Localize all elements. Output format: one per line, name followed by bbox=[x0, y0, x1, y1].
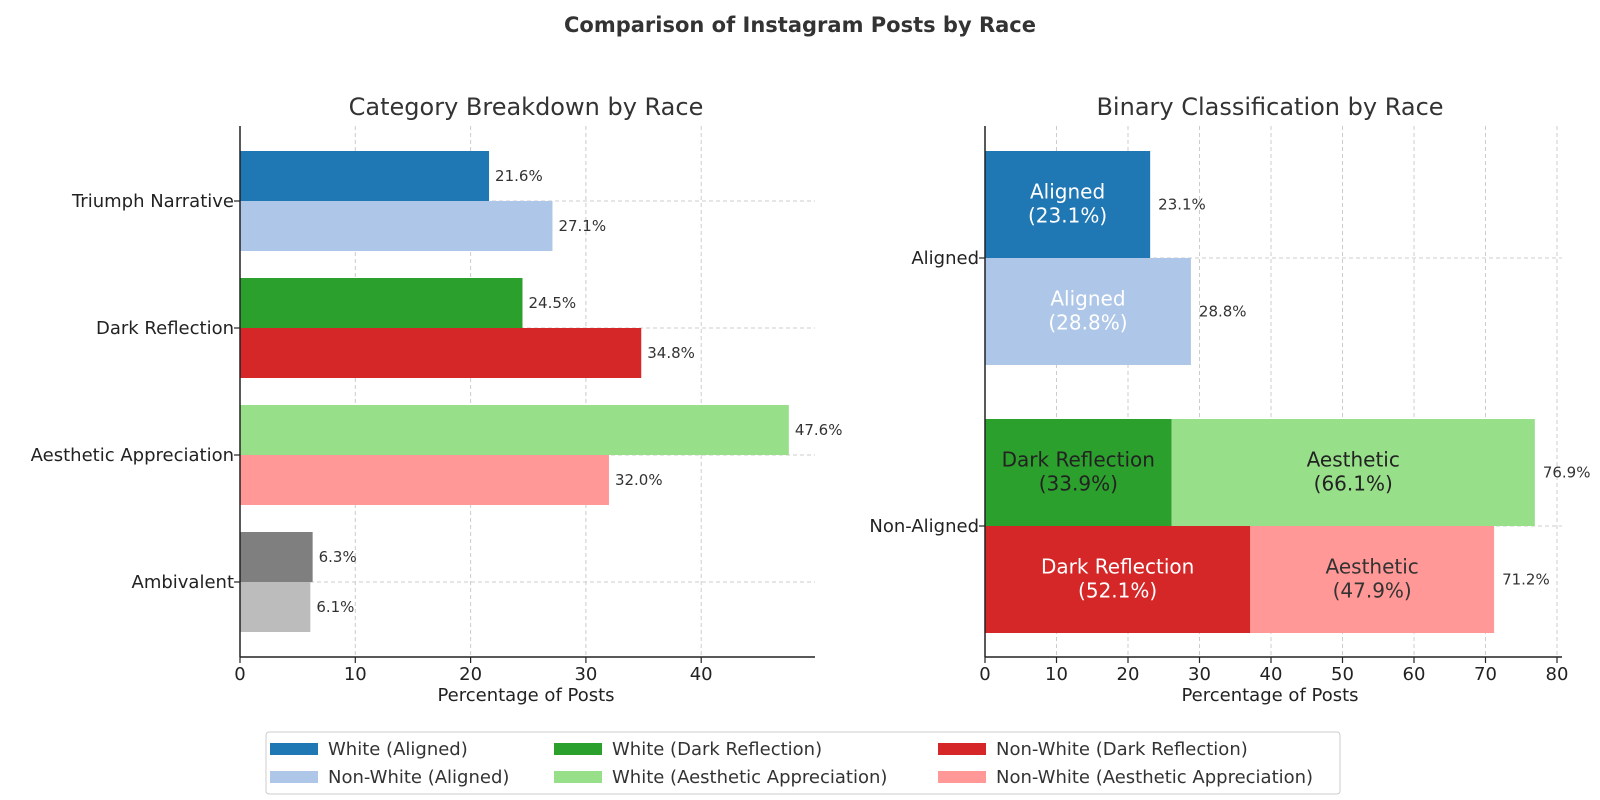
chart2-total-label: 23.1% bbox=[1158, 196, 1206, 214]
category-breakdown-chart: Category Breakdown by Race Percentage of… bbox=[31, 93, 843, 706]
chart1-bar-triumph-narrative-non-white bbox=[240, 201, 553, 251]
chart2-x-tick-label: 0 bbox=[979, 664, 990, 685]
chart1-y-tick-label-aesthetic-appreciation: Aesthetic Appreciation bbox=[31, 445, 234, 466]
chart1-data-label: 47.6% bbox=[795, 421, 843, 439]
chart2-x-tick-label: 70 bbox=[1474, 664, 1497, 685]
chart1-x-tick-label: 40 bbox=[690, 664, 713, 685]
chart2-segment-label: Aesthetic (66.1%) bbox=[1307, 448, 1400, 496]
legend: White (Aligned) Non-White (Aligned) White … bbox=[265, 731, 1341, 795]
legend-frame bbox=[265, 731, 1341, 795]
chart2-total-label: 71.2% bbox=[1502, 571, 1550, 589]
chart1-data-label: 21.6% bbox=[495, 167, 543, 185]
chart2-bar-non-aligned-white-segment-1 bbox=[1171, 419, 1535, 526]
chart1-x-tick-label: 0 bbox=[234, 664, 245, 685]
chart1-data-label: 32.0% bbox=[615, 471, 663, 489]
chart1-x-tick-label: 30 bbox=[574, 664, 597, 685]
chart1-y-tick-label-ambivalent: Ambivalent bbox=[132, 572, 235, 593]
legend-swatch-white-dark-reflection bbox=[554, 743, 602, 755]
chart2-x-tick-label: 20 bbox=[1117, 664, 1140, 685]
chart1-x-tick-label: 10 bbox=[344, 664, 367, 685]
chart2-segment-label: Aligned (23.1%) bbox=[1028, 180, 1107, 228]
chart2-y-tick-label-non-aligned: Non-Aligned bbox=[869, 516, 979, 537]
legend-label-white-aligned: White (Aligned) bbox=[328, 739, 468, 760]
chart1-bar-ambivalent-non-white bbox=[240, 582, 311, 632]
legend-swatch-non-white-aesthetic-appreciation bbox=[938, 771, 986, 783]
chart1-data-label: 27.1% bbox=[558, 217, 606, 235]
chart2-segment-label: Aesthetic (47.9%) bbox=[1326, 555, 1419, 603]
chart2-bar-non-aligned-white-segment-0 bbox=[985, 419, 1172, 526]
chart2-total-label: 76.9% bbox=[1543, 464, 1591, 482]
chart1-bar-dark-reflection-white bbox=[240, 278, 523, 328]
binary-classification-chart: Binary Classification by Race Percentage… bbox=[869, 93, 1590, 706]
legend-swatch-non-white-aligned bbox=[270, 771, 318, 783]
chart2-x-tick-label: 50 bbox=[1331, 664, 1354, 685]
legend-label-white-dark-reflection: White (Dark Reflection) bbox=[612, 739, 822, 760]
chart2-x-tick-label: 10 bbox=[1045, 664, 1068, 685]
chart1-x-axis-label: Percentage of Posts bbox=[437, 685, 614, 706]
chart2-bar-non-aligned-non-white-segment-1 bbox=[1250, 526, 1495, 633]
chart1-x-tick-label: 20 bbox=[459, 664, 482, 685]
chart2-total-label: 28.8% bbox=[1199, 303, 1247, 321]
chart2-x-tick-label: 80 bbox=[1546, 664, 1569, 685]
chart1-bar-aesthetic-appreciation-white bbox=[240, 405, 789, 455]
legend-swatch-non-white-dark-reflection bbox=[938, 743, 986, 755]
chart2-x-tick-label: 60 bbox=[1403, 664, 1426, 685]
chart2-y-tick-label-aligned: Aligned bbox=[911, 248, 979, 269]
chart1-bar-ambivalent-white bbox=[240, 532, 313, 582]
chart1-bar-triumph-narrative-white bbox=[240, 151, 490, 201]
figure-title: Comparison of Instagram Posts by Race bbox=[564, 13, 1036, 37]
chart1-y-tick-label-triumph-narrative: Triumph Narrative bbox=[71, 191, 234, 212]
chart1-bar-dark-reflection-non-white bbox=[240, 328, 642, 378]
chart2-x-tick-label: 40 bbox=[1260, 664, 1283, 685]
chart1-data-label: 24.5% bbox=[528, 294, 576, 312]
chart1-data-label: 6.1% bbox=[316, 598, 354, 616]
legend-swatch-white-aesthetic-appreciation bbox=[554, 771, 602, 783]
chart2-segment-label: Dark Reflection (52.1%) bbox=[1041, 555, 1194, 603]
chart1-y-tick-label-dark-reflection: Dark Reflection bbox=[96, 318, 234, 339]
legend-label-non-white-aligned: Non-White (Aligned) bbox=[328, 767, 509, 788]
chart1-bar-aesthetic-appreciation-non-white bbox=[240, 455, 609, 505]
chart2-bar-aligned-non-white-segment-0 bbox=[985, 258, 1191, 365]
legend-label-non-white-dark-reflection: Non-White (Dark Reflection) bbox=[996, 739, 1248, 760]
legend-label-white-aesthetic-appreciation: White (Aesthetic Appreciation) bbox=[612, 767, 887, 788]
chart1-title: Category Breakdown by Race bbox=[349, 93, 704, 121]
chart1-data-label: 6.3% bbox=[319, 548, 357, 566]
chart2-segment-label: Dark Reflection (33.9%) bbox=[1002, 448, 1155, 496]
chart2-title: Binary Classification by Race bbox=[1096, 93, 1443, 121]
legend-swatch-white-aligned bbox=[270, 743, 318, 755]
chart2-segment-label: Aligned (28.8%) bbox=[1048, 287, 1127, 335]
chart2-x-axis-label: Percentage of Posts bbox=[1181, 685, 1358, 706]
chart2-bar-non-aligned-non-white-segment-0 bbox=[985, 526, 1251, 633]
chart2-x-tick-label: 30 bbox=[1188, 664, 1211, 685]
chart2-bar-aligned-white-segment-0 bbox=[985, 151, 1151, 258]
chart1-data-label: 34.8% bbox=[647, 344, 695, 362]
legend-label-non-white-aesthetic-appreciation: Non-White (Aesthetic Appreciation) bbox=[996, 767, 1313, 788]
